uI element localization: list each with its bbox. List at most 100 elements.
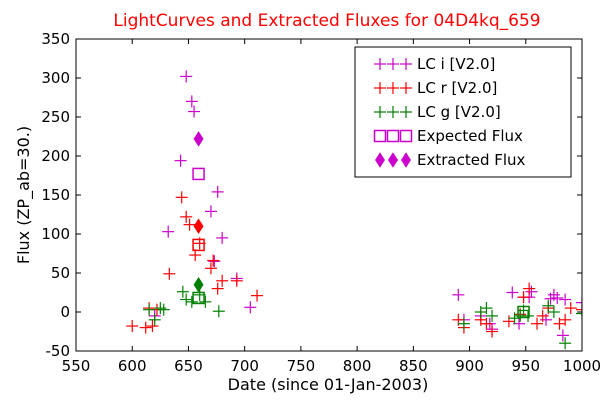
legend-label: LC i [V2.0] xyxy=(417,55,495,73)
x-tick-label: 800 xyxy=(343,357,372,375)
lc-r-point xyxy=(536,309,549,322)
y-tick-label: 250 xyxy=(41,108,70,126)
lc-g-point xyxy=(542,299,555,312)
plot-area xyxy=(126,70,582,350)
legend-plus-marker xyxy=(374,106,386,118)
lc-r-point xyxy=(183,218,196,231)
lc-g-point xyxy=(457,317,470,330)
x-tick-label: 650 xyxy=(174,357,203,375)
x-tick-label: 850 xyxy=(399,357,428,375)
lc-r-point xyxy=(564,302,577,315)
lc-i-point xyxy=(244,301,257,314)
extracted-flux-marker xyxy=(193,218,204,234)
lc-i-point xyxy=(188,105,201,118)
lc-r-point xyxy=(480,317,493,330)
expected-flux-marker xyxy=(192,291,205,305)
x-tick-label: 600 xyxy=(118,357,147,375)
legend-square-marker xyxy=(386,129,400,143)
legend-entry: LC r [V2.0] xyxy=(374,79,497,97)
lc-g-point xyxy=(559,337,572,350)
chart-title: LightCurves and Extracted Fluxes for 04D… xyxy=(113,11,540,31)
expected-flux-marker xyxy=(192,238,205,252)
lc-r-point xyxy=(211,282,224,295)
legend-plus-marker xyxy=(374,82,386,94)
legend-diamond-marker xyxy=(388,152,398,168)
x-tick-label: 1000 xyxy=(563,357,600,375)
lc-i-point xyxy=(559,293,572,306)
legend-entry: Extracted Flux xyxy=(375,151,526,169)
lc-i-point xyxy=(506,286,519,299)
x-tick-label: 550 xyxy=(62,357,91,375)
lc-g-point xyxy=(154,302,167,315)
legend-entry: Expected Flux xyxy=(373,127,523,145)
legend-plus-marker xyxy=(400,58,412,70)
legend-plus-marker xyxy=(400,82,412,94)
lc-i-point xyxy=(551,291,564,304)
lc-g-point xyxy=(486,309,499,322)
lc-i-point xyxy=(216,231,229,244)
lc-i-point xyxy=(211,185,224,198)
legend-plus-marker xyxy=(374,58,386,70)
lc-r-point xyxy=(146,320,159,333)
lc-i-point xyxy=(525,285,538,298)
y-tick-label: 200 xyxy=(41,147,70,165)
y-tick-label: 350 xyxy=(41,30,70,48)
legend-plus-marker xyxy=(387,106,399,118)
x-tick-label: 750 xyxy=(287,357,316,375)
legend: LC i [V2.0] LC r [V2.0] LC g [V2.0] Expecte… xyxy=(354,46,572,178)
lc-g-point xyxy=(185,295,198,308)
lc-g-point xyxy=(143,303,156,316)
lc-r-point xyxy=(517,291,530,304)
legend-square-marker xyxy=(373,129,387,143)
legend-diamond-marker xyxy=(401,152,411,168)
y-tick-label: 300 xyxy=(41,69,70,87)
lc-g-point xyxy=(176,285,189,298)
y-tick-label: 50 xyxy=(51,264,70,282)
lc-i-point xyxy=(576,296,582,309)
lc-g-point xyxy=(157,303,170,316)
lc-r-point xyxy=(531,317,544,330)
legend-entry: LC i [V2.0] xyxy=(374,55,495,73)
lc-g-point xyxy=(576,307,582,320)
data-markers xyxy=(126,70,582,350)
lc-r-point xyxy=(251,289,264,302)
lc-r-point xyxy=(576,303,582,316)
lc-r-point xyxy=(502,315,515,328)
lc-r-point xyxy=(230,274,243,287)
lc-r-point xyxy=(486,325,499,338)
expected-flux-marker xyxy=(192,167,205,181)
legend-plus-marker xyxy=(387,82,399,94)
lc-i-point xyxy=(180,70,193,83)
legend-label: LC r [V2.0] xyxy=(417,79,497,97)
lc-i-point xyxy=(174,154,187,167)
lc-r-point xyxy=(559,313,572,326)
expected-flux-marker xyxy=(517,305,530,319)
lc-i-point xyxy=(556,329,569,342)
y-tick-label: -50 xyxy=(46,342,71,360)
lc-r-point xyxy=(204,262,217,275)
y-tick-label: 0 xyxy=(60,303,70,321)
legend-plus-marker xyxy=(400,106,412,118)
y-tick-label: 150 xyxy=(41,186,70,204)
lc-r-point xyxy=(126,320,139,333)
extracted-flux-marker xyxy=(193,131,204,147)
lc-g-point xyxy=(148,313,161,326)
lc-i-point xyxy=(547,288,560,301)
legend-plus-marker xyxy=(387,58,399,70)
lc-i-point xyxy=(185,95,198,108)
y-axis-label: Flux (ZP_ab=30.) xyxy=(14,126,34,264)
lc-g-point xyxy=(199,295,212,308)
x-tick-label: 950 xyxy=(511,357,540,375)
y-tick-label: 100 xyxy=(41,225,70,243)
lc-r-point xyxy=(216,274,229,287)
legend-label: Expected Flux xyxy=(417,127,523,145)
lc-r-point xyxy=(163,267,176,280)
lc-r-point xyxy=(180,210,193,223)
lc-g-point xyxy=(480,302,493,315)
lc-r-point xyxy=(175,191,188,204)
lc-r-point xyxy=(523,282,536,295)
legend-label: Extracted Flux xyxy=(417,151,526,169)
legend-entry: LC g [V2.0] xyxy=(374,103,501,121)
